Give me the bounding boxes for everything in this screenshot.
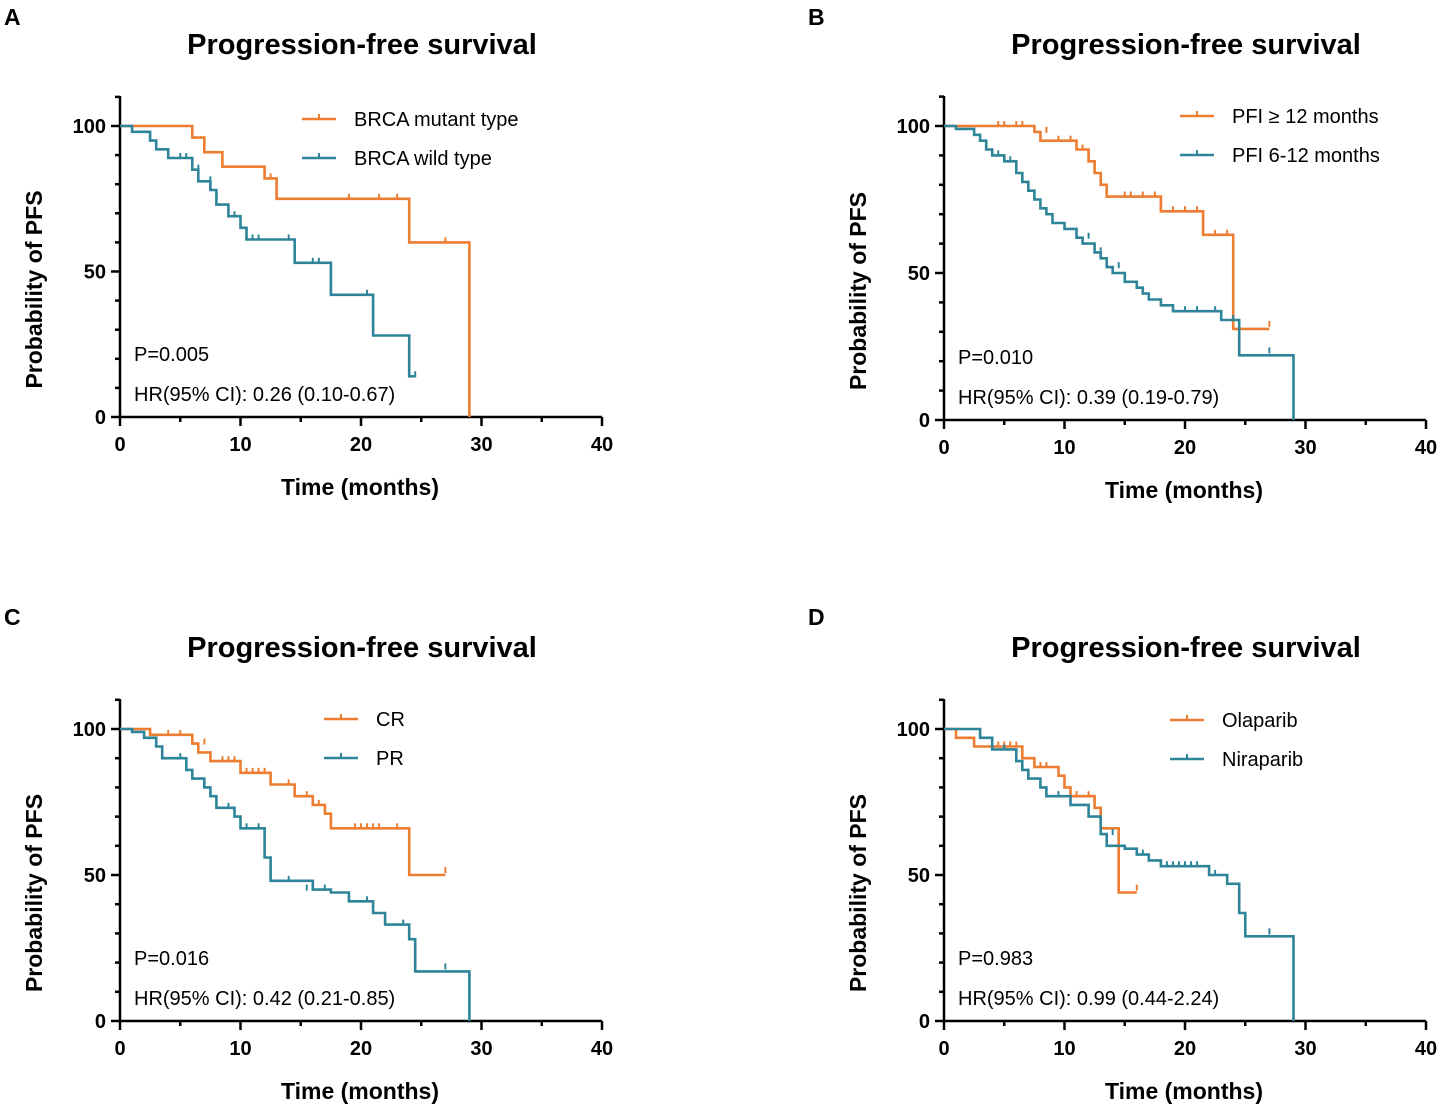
survival-curve — [120, 727, 446, 877]
survival-curve — [120, 727, 471, 1021]
series-1: CR — [120, 709, 447, 877]
x-tick-label: 20 — [1174, 1038, 1196, 1060]
survival-curve — [944, 124, 1270, 331]
p-value-text: P=0.005 — [134, 344, 209, 366]
x-axis-title: Time (months) — [281, 1078, 439, 1104]
series-1: Olaparib — [944, 710, 1298, 894]
y-tick-label: 0 — [95, 407, 106, 429]
series-2: Niraparib — [944, 727, 1303, 1021]
hazard-ratio-text: HR(95% CI): 0.39 (0.19-0.79) — [958, 387, 1219, 409]
x-tick-label: 10 — [229, 434, 251, 456]
y-tick-label: 100 — [73, 719, 106, 741]
x-tick-label: 20 — [350, 1038, 372, 1060]
x-tick-label: 30 — [470, 1038, 492, 1060]
legend-label: CR — [376, 709, 405, 731]
chart-title: Progression-free survival — [187, 632, 537, 664]
y-tick-label: 0 — [919, 410, 930, 432]
x-tick-label: 0 — [114, 434, 125, 456]
y-tick-label: 0 — [919, 1011, 930, 1033]
x-tick-label: 0 — [938, 437, 949, 459]
hazard-ratio-text: HR(95% CI): 0.99 (0.44-2.24) — [958, 988, 1219, 1010]
legend-label: Olaparib — [1222, 710, 1298, 732]
chart-title: Progression-free survival — [1011, 29, 1361, 61]
panel-label: B — [808, 4, 825, 30]
legend-label: BRCA wild type — [354, 148, 492, 170]
chart-title: Progression-free survival — [1011, 632, 1361, 664]
x-tick-label: 10 — [1053, 1038, 1075, 1060]
panel-label: D — [808, 604, 825, 630]
panel-b: B Progression-free survival 0 50 100 0 10 20 30 4… — [808, 4, 1437, 503]
x-tick-label: 30 — [470, 434, 492, 456]
hazard-ratio-text: HR(95% CI): 0.26 (0.10-0.67) — [134, 384, 395, 406]
y-tick-label: 100 — [897, 719, 930, 741]
x-axis-title: Time (months) — [1105, 1078, 1263, 1104]
series-2: PR — [120, 727, 471, 1021]
survival-curve — [944, 727, 1295, 1021]
survival-curve — [120, 124, 471, 417]
y-tick-label: 0 — [95, 1011, 106, 1033]
x-axis-title: Time (months) — [1105, 477, 1263, 503]
y-tick-label: 100 — [897, 116, 930, 138]
x-tick-label: 40 — [591, 434, 613, 456]
series-2: BRCA wild type — [120, 124, 492, 378]
hazard-ratio-text: HR(95% CI): 0.42 (0.21-0.85) — [134, 988, 395, 1010]
p-value-text: P=0.010 — [958, 347, 1033, 369]
legend-label: PR — [376, 748, 404, 770]
survival-curve — [944, 727, 1137, 894]
series-1: PFI ≥ 12 months — [944, 106, 1379, 331]
x-tick-label: 30 — [1294, 1038, 1316, 1060]
y-axis-title: Probability of PFS — [21, 794, 47, 992]
panel-a: A Progression-free survival 0 50 100 0 10 20 30 4… — [4, 4, 613, 500]
y-tick-label: 50 — [84, 865, 106, 887]
survival-curve — [120, 124, 416, 378]
series-1: BRCA mutant type — [120, 109, 519, 417]
panel-c: C Progression-free survival 0 50 100 0 10 20 30 4… — [4, 604, 613, 1104]
series-2: PFI 6-12 months — [944, 124, 1380, 420]
panel-d: D Progression-free survival 0 50 100 0 10 20 30 4… — [808, 604, 1437, 1104]
p-value-text: P=0.983 — [958, 948, 1033, 970]
x-axis-title: Time (months) — [281, 474, 439, 500]
x-tick-label: 40 — [1415, 1038, 1437, 1060]
legend-label: BRCA mutant type — [354, 109, 519, 131]
x-tick-label: 40 — [1415, 437, 1437, 459]
panel-label: A — [4, 4, 21, 30]
legend-label: PFI ≥ 12 months — [1232, 106, 1379, 128]
y-axis-title: Probability of PFS — [845, 192, 871, 390]
y-axis-title: Probability of PFS — [21, 190, 47, 388]
x-tick-label: 10 — [229, 1038, 251, 1060]
panel-label: C — [4, 604, 21, 630]
x-tick-label: 0 — [938, 1038, 949, 1060]
chart-title: Progression-free survival — [187, 29, 537, 61]
x-tick-label: 40 — [591, 1038, 613, 1060]
y-tick-label: 100 — [73, 116, 106, 138]
x-tick-label: 0 — [114, 1038, 125, 1060]
x-tick-label: 20 — [1174, 437, 1196, 459]
legend-label: Niraparib — [1222, 749, 1303, 771]
legend-label: PFI 6-12 months — [1232, 145, 1380, 167]
y-tick-label: 50 — [908, 865, 930, 887]
y-axis-title: Probability of PFS — [845, 794, 871, 992]
x-tick-label: 10 — [1053, 437, 1075, 459]
x-tick-label: 30 — [1294, 437, 1316, 459]
y-tick-label: 50 — [908, 263, 930, 285]
survival-curve — [944, 124, 1295, 420]
x-tick-label: 20 — [350, 434, 372, 456]
p-value-text: P=0.016 — [134, 948, 209, 970]
y-tick-label: 50 — [84, 262, 106, 284]
